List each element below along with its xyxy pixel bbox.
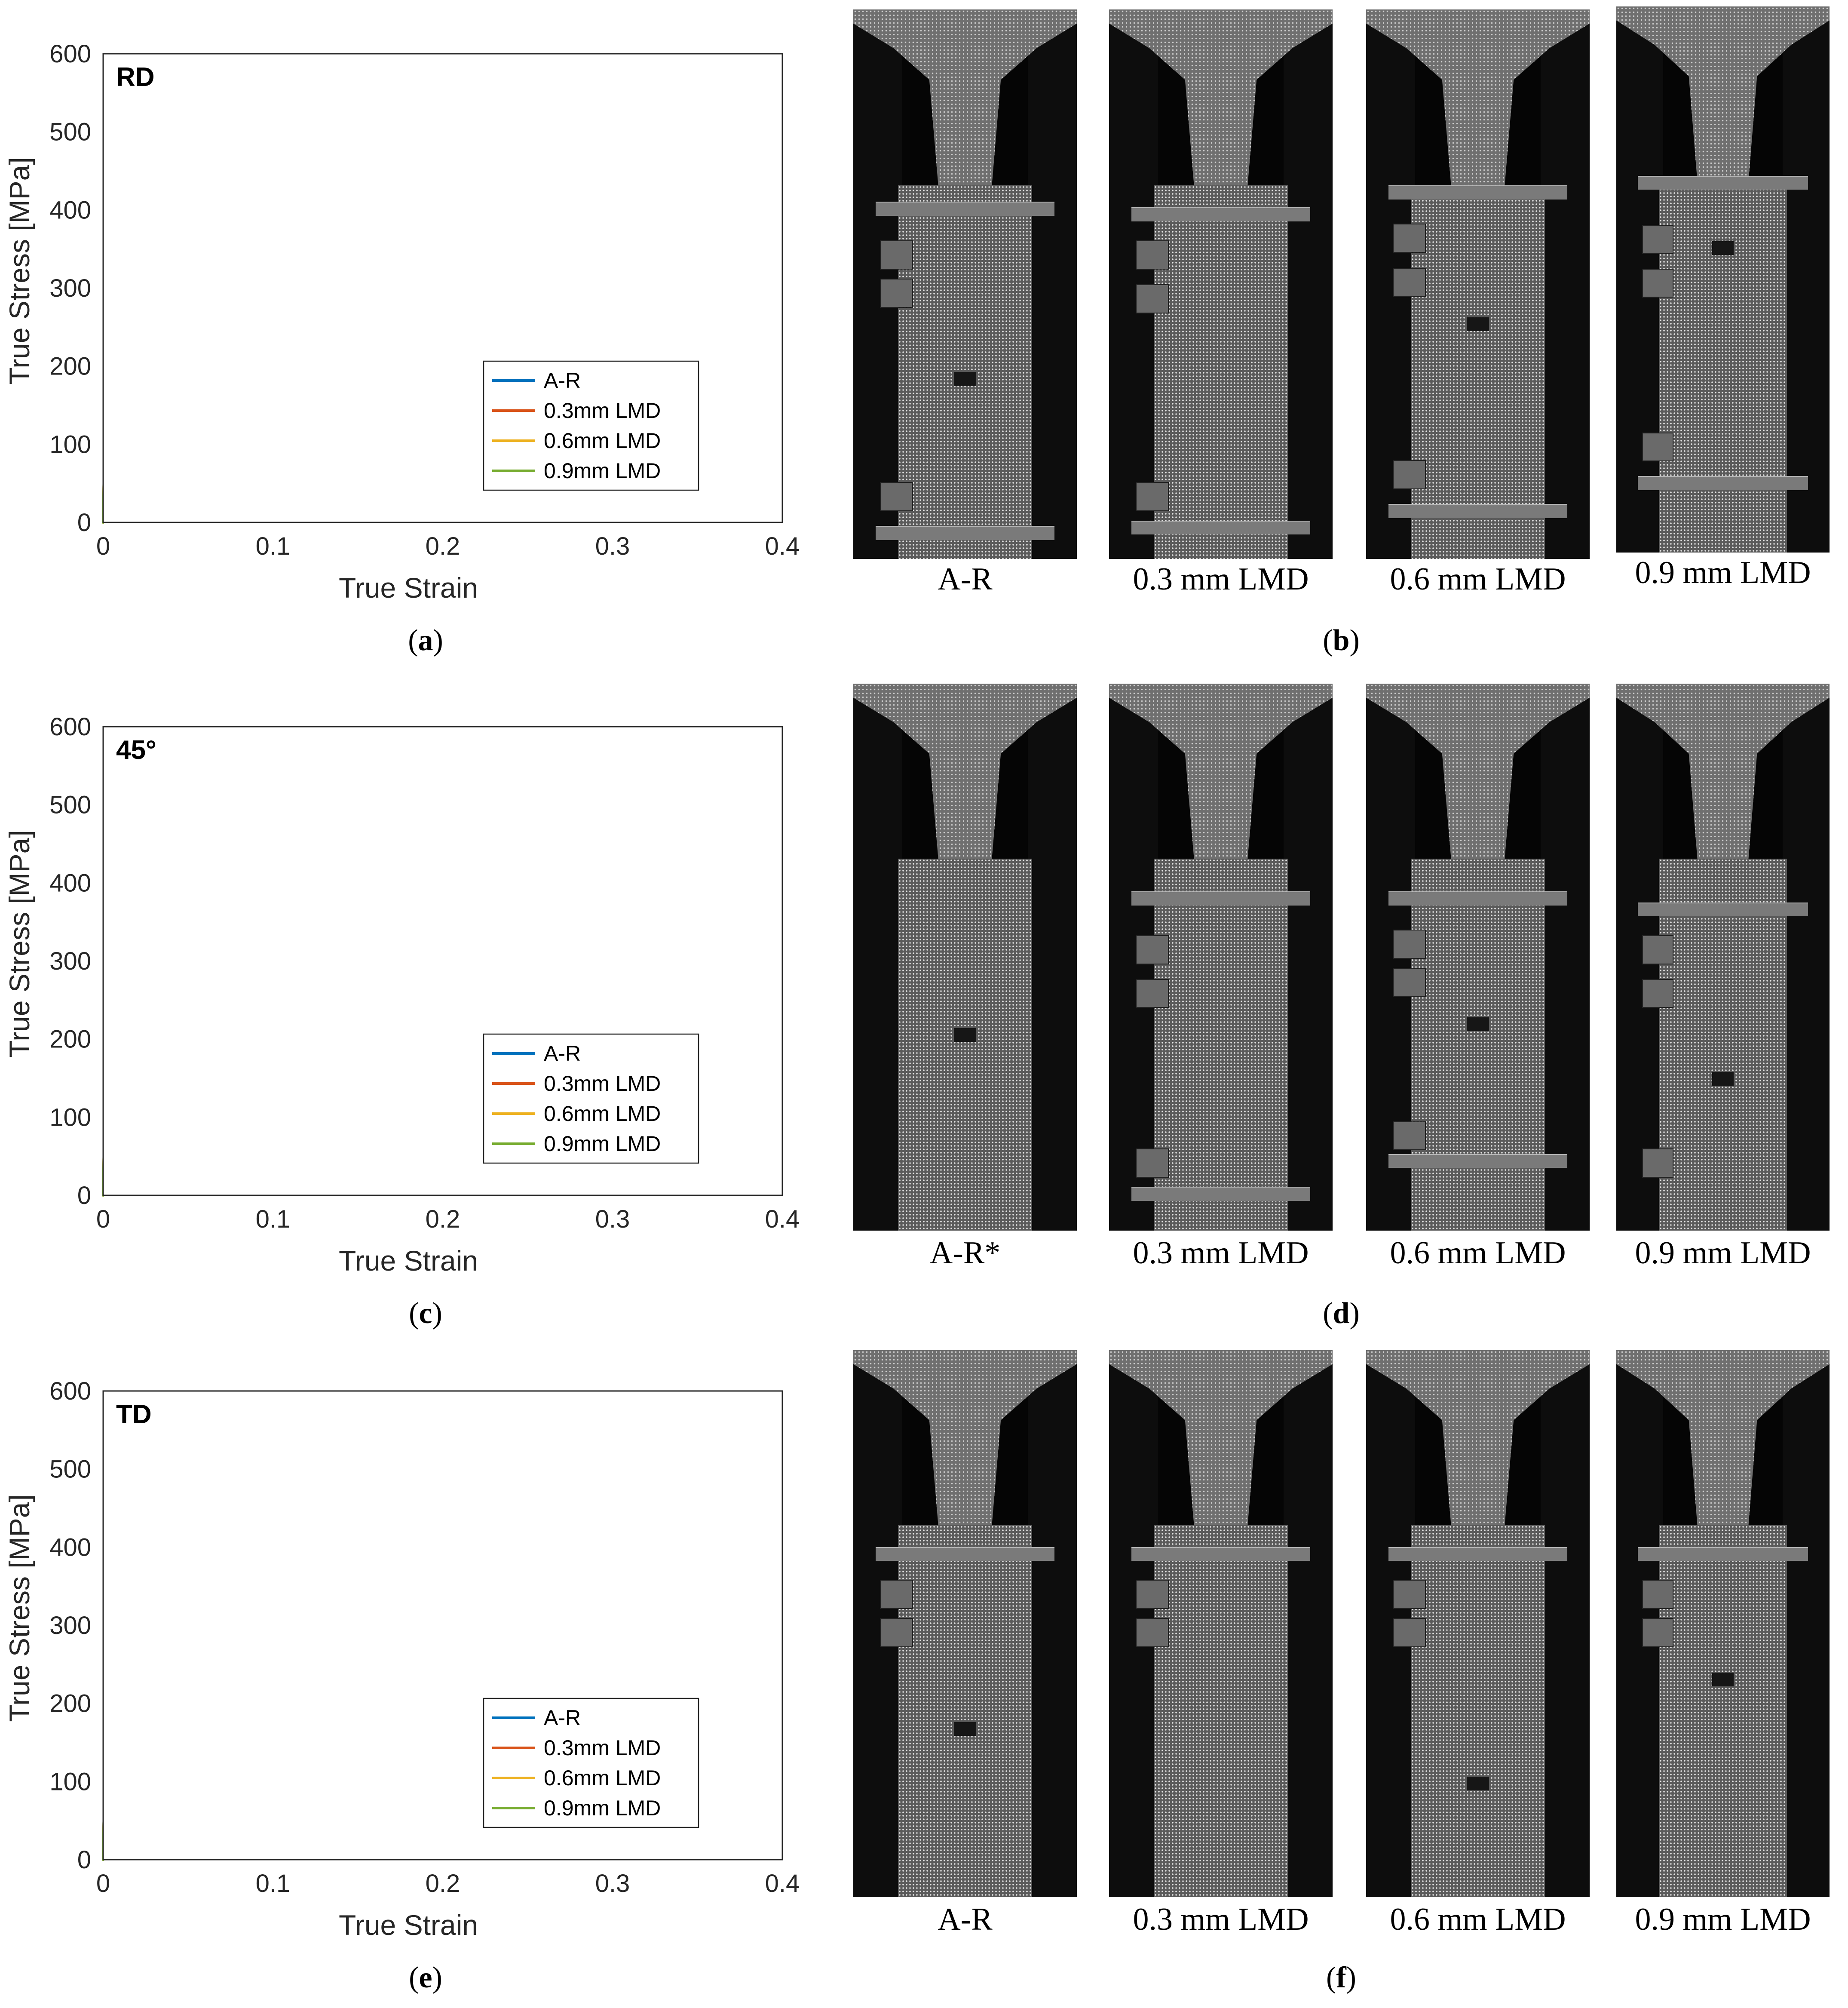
- photo-label-b-2: 0.3 mm LMD: [1133, 562, 1309, 597]
- caption-d-letter: d: [1333, 1297, 1350, 1330]
- specimen-photo-f-2: [1109, 1350, 1333, 1897]
- panel-tag: 45°: [116, 735, 156, 765]
- legend-label-1: 0.3mm LMD: [544, 399, 661, 423]
- y-tick-label: 500: [49, 1455, 91, 1483]
- photo-label-d-4: 0.9 mm LMD: [1635, 1235, 1811, 1271]
- x-tick-label: 0.2: [426, 532, 460, 560]
- caption-f-letter: f: [1336, 1961, 1346, 1994]
- legend-box: [483, 360, 699, 491]
- legend-label-2: 0.6mm LMD: [544, 1766, 661, 1790]
- y-tick-label: 600: [49, 713, 91, 741]
- x-tick-label: 0.2: [426, 1870, 460, 1897]
- photo-label-d-3: 0.6 mm LMD: [1390, 1235, 1566, 1271]
- y-tick-label: 300: [49, 947, 91, 975]
- y-axis-title: True Stress [MPa]: [3, 830, 35, 1057]
- panel-tag: RD: [116, 62, 155, 92]
- x-axis-title: True Strain: [339, 1909, 478, 1941]
- photo-label-b-3: 0.6 mm LMD: [1390, 562, 1566, 597]
- x-tick-label: 0.1: [256, 1205, 291, 1233]
- legend-label-0: A-R: [544, 1706, 581, 1730]
- y-tick-label: 500: [49, 118, 91, 146]
- y-tick-label: 500: [49, 791, 91, 819]
- y-tick-label: 100: [49, 1103, 91, 1131]
- legend-box: [483, 1033, 699, 1164]
- legend-label-2: 0.6mm LMD: [544, 429, 661, 453]
- caption-e: (e): [409, 1961, 442, 1994]
- y-tick-label: 600: [49, 1377, 91, 1405]
- x-tick-label: 0.4: [765, 1870, 800, 1897]
- y-tick-label: 400: [49, 196, 91, 224]
- chart-45: 0 0.1 0.2 0.3 0.4 0 100 200 300 400 500 600 True Str…: [3, 713, 800, 1277]
- caption-a: (a): [408, 624, 443, 657]
- specimen-photo-d-2: [1109, 684, 1333, 1231]
- specimen-photo-f-3: [1366, 1350, 1590, 1897]
- photo-label-f-4: 0.9 mm LMD: [1635, 1902, 1811, 1937]
- x-tick-label: 0: [96, 532, 110, 560]
- specimen-photo-b-4: [1616, 6, 1830, 553]
- y-tick-label: 0: [77, 509, 91, 537]
- x-tick-label: 0.1: [256, 532, 291, 560]
- specimen-photo-f-4: [1616, 1350, 1830, 1897]
- panel-tag: TD: [116, 1400, 152, 1429]
- legend-label-1: 0.3mm LMD: [544, 1736, 661, 1760]
- photo-label-f-3: 0.6 mm LMD: [1390, 1902, 1566, 1937]
- y-tick-label: 0: [77, 1182, 91, 1210]
- specimen-photo-f-1: [853, 1350, 1077, 1897]
- legend-label-2: 0.6mm LMD: [544, 1102, 661, 1126]
- photo-label-b-1: A-R: [938, 562, 993, 597]
- x-tick-label: 0.4: [765, 1205, 800, 1233]
- specimen-photo-b-3: [1366, 9, 1590, 559]
- y-tick-label: 200: [49, 1690, 91, 1718]
- x-tick-label: 0.1: [256, 1870, 291, 1897]
- photo-label-f-2: 0.3 mm LMD: [1133, 1902, 1309, 1937]
- y-axis-title: True Stress [MPa]: [3, 1494, 35, 1722]
- legend-label-3: 0.9mm LMD: [544, 1132, 661, 1156]
- x-tick-label: 0.3: [595, 1205, 630, 1233]
- y-tick-label: 300: [49, 274, 91, 302]
- y-axis-title: True Stress [MPa]: [3, 157, 35, 384]
- photo-label-f-1: A-R: [938, 1902, 993, 1937]
- x-axis-title: True Strain: [339, 572, 478, 604]
- caption-a-letter: a: [418, 624, 433, 657]
- specimen-photo-d-4: [1616, 684, 1830, 1231]
- y-tick-label: 200: [49, 1025, 91, 1053]
- caption-d: (d): [1323, 1297, 1360, 1330]
- y-tick-label: 600: [49, 40, 91, 68]
- x-tick-label: 0: [96, 1870, 110, 1897]
- y-tick-label: 0: [77, 1846, 91, 1874]
- legend-label-1: 0.3mm LMD: [544, 1072, 661, 1096]
- caption-b: (b): [1323, 624, 1360, 657]
- y-tick-label: 400: [49, 1533, 91, 1561]
- y-tick-label: 400: [49, 869, 91, 897]
- specimen-photo-b-2: [1109, 9, 1333, 559]
- caption-c: (c): [409, 1297, 442, 1330]
- x-tick-label: 0.2: [426, 1205, 460, 1233]
- photo-label-d-2: 0.3 mm LMD: [1133, 1235, 1309, 1271]
- y-tick-label: 300: [49, 1612, 91, 1640]
- photo-label-b-4: 0.9 mm LMD: [1635, 555, 1811, 590]
- specimen-photo-d-1: [853, 684, 1077, 1231]
- caption-b-letter: b: [1333, 624, 1350, 657]
- caption-c-letter: c: [419, 1297, 432, 1330]
- chart-rd: 0 0.1 0.2 0.3 0.4 0 100 200 300 400 500 600 True Str…: [3, 40, 800, 604]
- y-tick-label: 100: [49, 1768, 91, 1796]
- x-axis-title: True Strain: [339, 1245, 478, 1277]
- x-tick-label: 0.3: [595, 532, 630, 560]
- legend-box: [483, 1698, 699, 1828]
- legend-label-0: A-R: [544, 1041, 581, 1065]
- x-tick-label: 0.3: [595, 1870, 630, 1897]
- x-tick-label: 0.4: [765, 532, 800, 560]
- x-tick-label: 0: [96, 1205, 110, 1233]
- photo-label-d-1: A-R*: [929, 1235, 1001, 1271]
- caption-f: (f): [1326, 1961, 1356, 1994]
- specimen-photo-b-1: [853, 9, 1077, 559]
- y-tick-label: 100: [49, 430, 91, 458]
- legend-label-0: A-R: [544, 368, 581, 393]
- legend-label-3: 0.9mm LMD: [544, 1796, 661, 1820]
- caption-e-letter: e: [419, 1961, 432, 1994]
- specimen-photo-d-3: [1366, 684, 1590, 1231]
- y-tick-label: 200: [49, 353, 91, 381]
- chart-td: 0 0.1 0.2 0.3 0.4 0 100 200 300 400 500 600 True Str…: [3, 1377, 800, 1941]
- legend-label-3: 0.9mm LMD: [544, 459, 661, 483]
